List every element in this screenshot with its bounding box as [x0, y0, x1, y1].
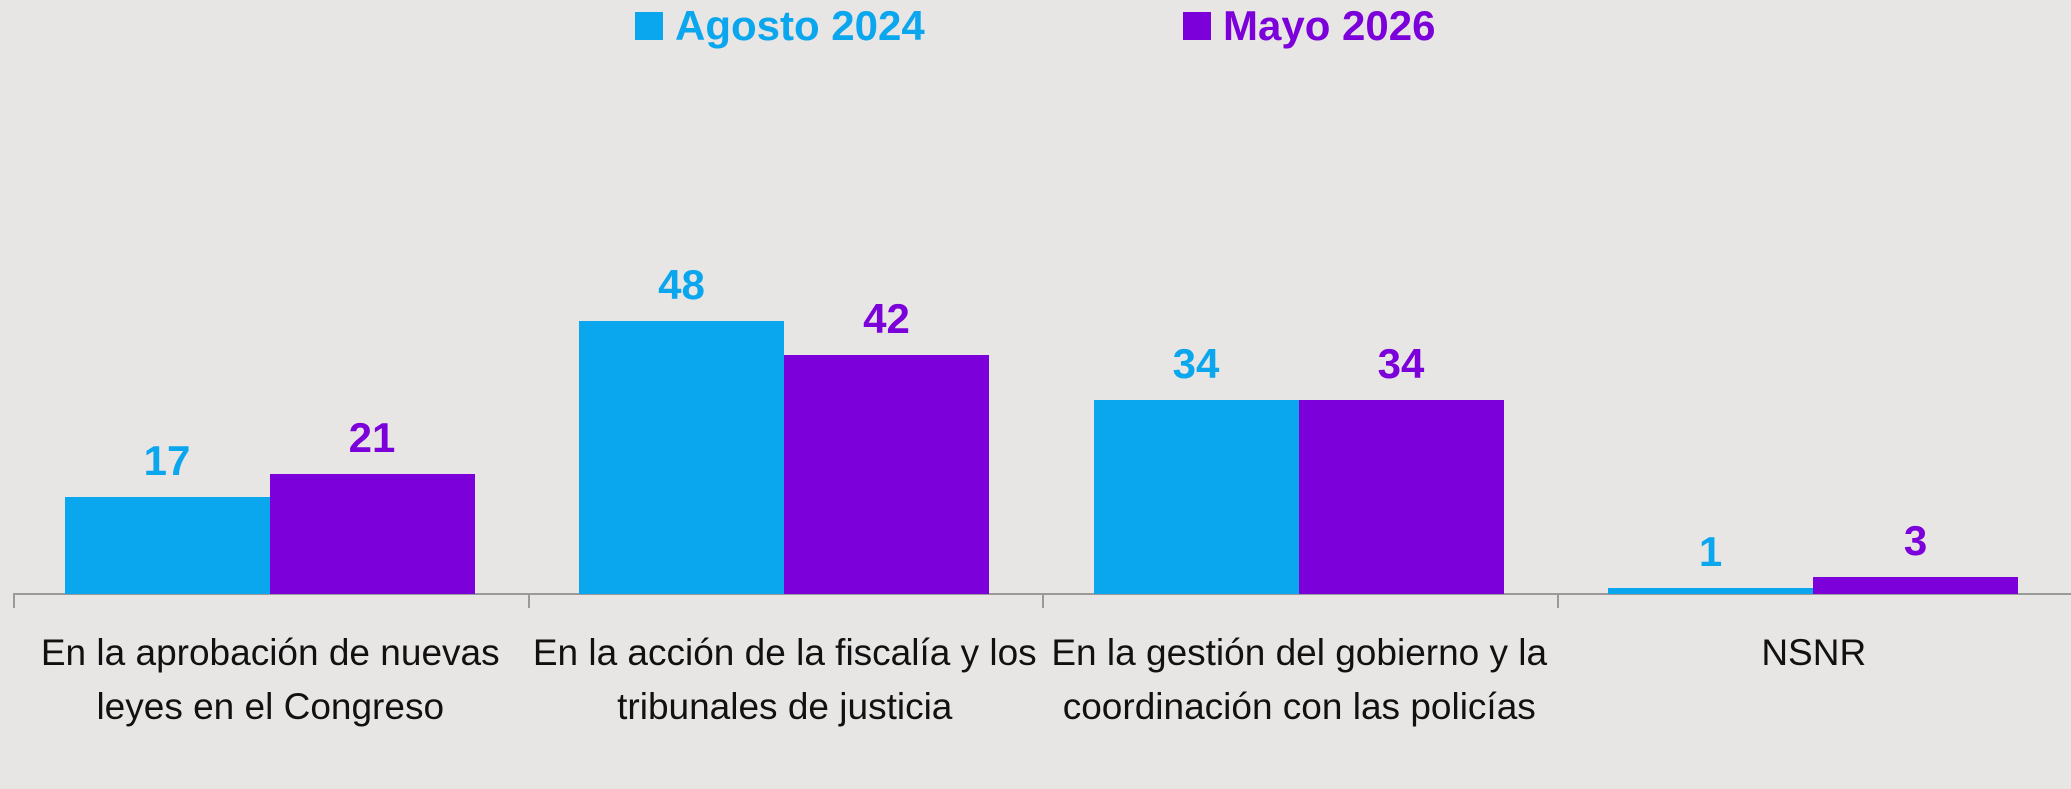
value-label: 1	[1698, 528, 1723, 576]
legend-swatch	[635, 12, 663, 40]
bar	[1608, 588, 1813, 594]
legend-item: Agosto 2024	[635, 2, 925, 50]
x-tick	[1042, 594, 1044, 608]
x-tick-label: En la gestión del gobierno y la coordina…	[1051, 632, 1548, 727]
legend-item: Mayo 2026	[1183, 2, 1435, 50]
x-tick-label: En la aprobación de nuevas leyes en el C…	[40, 632, 500, 727]
legend-label: Mayo 2026	[1223, 2, 1436, 49]
bar	[784, 354, 989, 594]
x-tick-label: NSNR	[1761, 632, 1867, 673]
value-label: 17	[143, 437, 191, 485]
legend-label: Agosto 2024	[675, 2, 925, 49]
value-label: 21	[348, 414, 396, 462]
value-label: 48	[658, 260, 705, 308]
bar	[1298, 400, 1504, 594]
bar	[579, 320, 784, 594]
x-tick	[527, 594, 530, 608]
x-tick-label: En la acción de la fiscalía y los tribun…	[532, 632, 1037, 727]
legend-swatch	[1183, 12, 1211, 40]
value-label: 34	[1377, 340, 1425, 388]
value-label: 42	[863, 294, 910, 342]
x-tick	[13, 594, 15, 608]
value-label: 34	[1172, 340, 1220, 388]
bar	[64, 497, 270, 594]
bar	[1093, 400, 1299, 594]
x-tick	[1556, 594, 1559, 608]
bar	[1813, 576, 2018, 594]
value-label: 3	[1903, 516, 1928, 564]
bar	[269, 474, 475, 594]
